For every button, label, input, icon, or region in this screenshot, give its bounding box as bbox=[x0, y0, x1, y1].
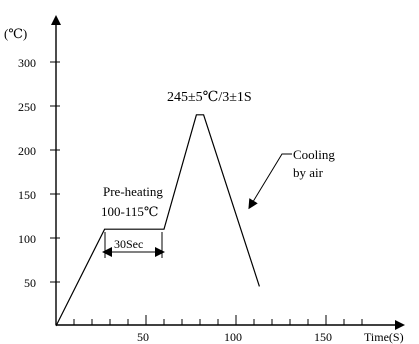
peak-label: 245±5℃/3±1S bbox=[167, 90, 252, 105]
preheat-label-line2: 100-115℃ bbox=[101, 204, 158, 219]
y-tick-label-200: 200 bbox=[18, 144, 36, 158]
cooling-leader-line bbox=[248, 153, 292, 210]
y-axis-label: (℃) bbox=[4, 26, 27, 41]
y-ticks bbox=[50, 61, 60, 283]
y-tick-label-100: 100 bbox=[18, 232, 36, 246]
x-tick-label-50: 50 bbox=[137, 330, 149, 344]
cooling-label-line2: by air bbox=[293, 165, 324, 180]
x-tick-label-150: 150 bbox=[314, 330, 332, 344]
temperature-profile-line bbox=[55, 114, 260, 327]
y-tick-label-300: 300 bbox=[18, 56, 36, 70]
preheat-label-line1: Pre-heating bbox=[103, 184, 163, 199]
cooling-label-line1: Cooling bbox=[293, 147, 335, 162]
y-tick-label-50: 50 bbox=[24, 276, 36, 290]
y-tick-label-150: 150 bbox=[18, 188, 36, 202]
x-axis-label: Time(S) bbox=[364, 330, 404, 344]
duration-label: 30Sec bbox=[114, 237, 143, 251]
y-tick-label-250: 250 bbox=[18, 100, 36, 114]
x-tick-label-100: 100 bbox=[224, 330, 242, 344]
x-minor-ticks bbox=[73, 315, 363, 325]
